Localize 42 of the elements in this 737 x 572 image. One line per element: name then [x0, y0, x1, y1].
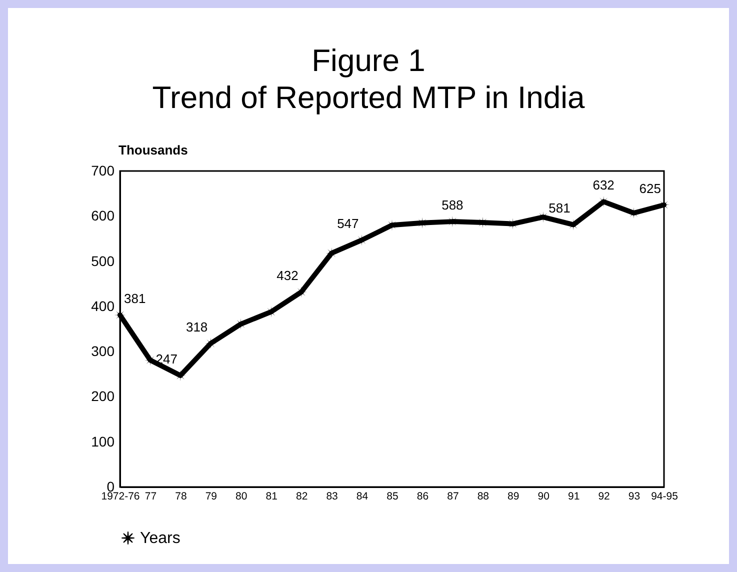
point [144, 354, 156, 366]
data-label: 547 [337, 216, 359, 232]
x-tick-label: 91 [568, 490, 580, 502]
data-label: 625 [639, 180, 661, 196]
x-tick-label: 78 [175, 490, 187, 502]
y-tick-label: 300 [91, 343, 115, 360]
data-label: 632 [592, 178, 614, 193]
x-tick-label: 83 [326, 490, 338, 502]
data-label: 381 [124, 291, 146, 306]
x-tick-label: 79 [205, 490, 218, 502]
x-tick-label: 88 [477, 490, 490, 502]
data-label: 318 [186, 319, 208, 334]
data-label: 581 [548, 200, 570, 216]
x-tick-label: 92 [598, 490, 610, 502]
x-tick-label: 90 [538, 490, 550, 502]
legend-label: Years [140, 530, 180, 547]
chart-subtitle: Trend of Reported MTP in India [151, 79, 586, 116]
y-tick-label: 700 [91, 162, 115, 178]
y-axis-title: Thousands [118, 142, 188, 158]
y-tick-label: 400 [91, 298, 115, 314]
x-tick-label: 85 [386, 490, 398, 502]
y-tick-label: 500 [91, 252, 115, 269]
x-tick-label: 87 [447, 490, 459, 502]
x-tick-label: 93 [628, 490, 640, 502]
x-tick-label: 80 [236, 490, 248, 502]
point [416, 217, 428, 229]
y-tick-label: 200 [91, 388, 115, 404]
x-tick-label: 94-95 [651, 490, 678, 502]
chart-title: Figure 1 [310, 42, 426, 79]
x-tick-label: 81 [266, 490, 278, 502]
y-tick-label: 600 [91, 208, 115, 224]
x-tick-label: 89 [508, 490, 520, 502]
point [356, 234, 368, 246]
point [204, 338, 216, 350]
x-tick-label: 1972-76 [101, 490, 140, 502]
x-tick-label: 86 [416, 490, 429, 502]
x-tick-label: 82 [296, 490, 308, 502]
x-tick-label: 77 [144, 490, 157, 502]
data-label: 432 [276, 268, 298, 283]
x-tick-label: 84 [356, 490, 368, 502]
y-tick-label: 100 [91, 433, 115, 450]
data-label: 588 [442, 198, 464, 213]
